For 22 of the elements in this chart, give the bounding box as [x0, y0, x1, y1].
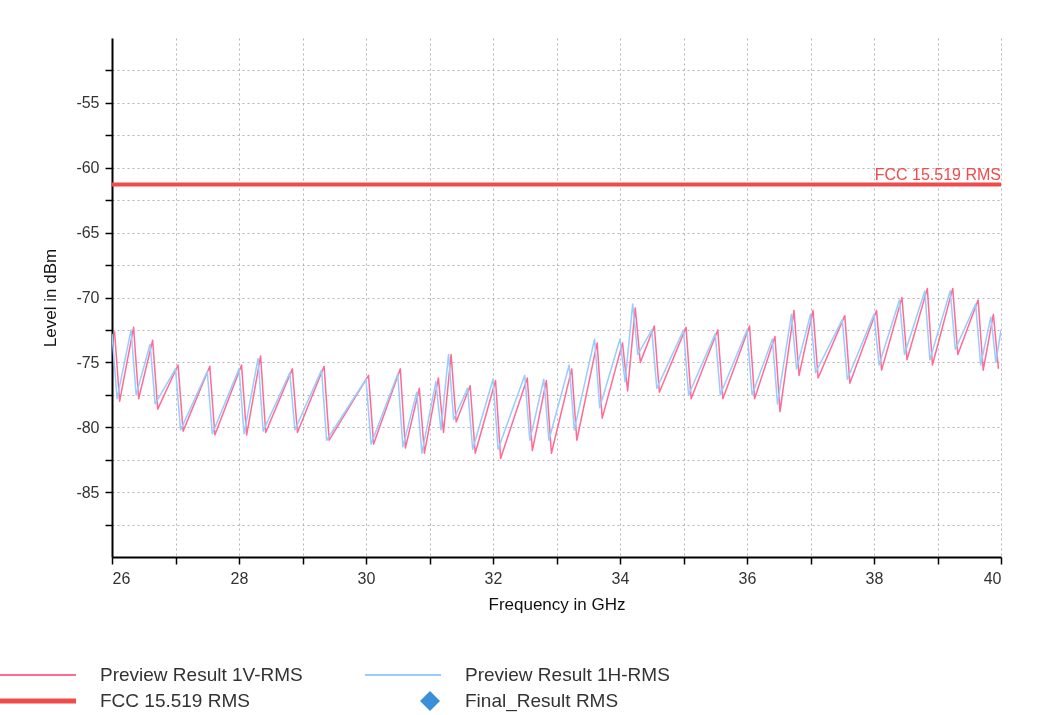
y-tick-label: -55 [76, 94, 100, 112]
legend-label: Final_Result RMS [465, 690, 619, 712]
y-axis-title: Level in dBm [41, 248, 61, 348]
x-tick-label: 30 [357, 569, 376, 587]
ref-line-label: FCC 15.519 RMS [874, 165, 1001, 183]
x-tick-label: 28 [230, 569, 249, 587]
y-tick-label: -60 [76, 159, 100, 177]
y-tick-label: -85 [76, 483, 100, 501]
legend-label: Preview Result 1V-RMS [100, 664, 303, 686]
y-tick-label: -80 [76, 418, 100, 436]
y-tick-label: -70 [76, 289, 100, 306]
x-tick-label: 36 [738, 569, 757, 587]
x-tick-label: 32 [484, 569, 503, 587]
x-tick-label: 40 [983, 569, 1002, 587]
legend-label: Preview Result 1H-RMS [465, 664, 670, 686]
x-tick-label: 34 [611, 569, 630, 587]
x-axis-title: Frequency in GHz [488, 594, 626, 614]
y-tick-label: -65 [76, 224, 100, 242]
x-tick-label: 26 [112, 569, 131, 587]
x-tick-label: 38 [865, 569, 884, 587]
y-tick-label: -75 [76, 353, 100, 371]
text: FCC 15.519 RMS [100, 690, 250, 711]
